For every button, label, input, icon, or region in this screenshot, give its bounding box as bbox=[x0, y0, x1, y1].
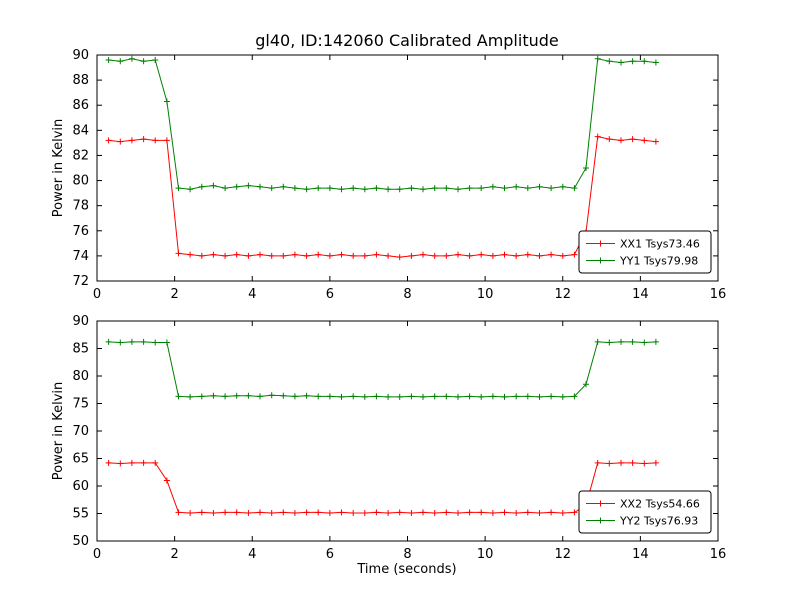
bottom-y-axis-label: Power in Kelvin bbox=[51, 382, 66, 480]
x-axis-label: Time (seconds) bbox=[356, 562, 456, 577]
svg-text:6: 6 bbox=[326, 287, 334, 302]
svg-text:90: 90 bbox=[72, 48, 89, 63]
svg-text:60: 60 bbox=[72, 479, 89, 494]
subplot-bottom: 0 2 4 6 8 10 12 14 16 50 55 60 65 70 75 80 85 90 XX2 Tsys5… bbox=[72, 314, 726, 562]
svg-text:82: 82 bbox=[72, 148, 89, 163]
svg-text:10: 10 bbox=[477, 287, 494, 302]
svg-text:6: 6 bbox=[326, 547, 334, 562]
svg-text:88: 88 bbox=[72, 73, 89, 88]
svg-text:55: 55 bbox=[72, 507, 89, 522]
svg-text:12: 12 bbox=[554, 287, 571, 302]
svg-text:4: 4 bbox=[248, 287, 256, 302]
svg-text:70: 70 bbox=[72, 424, 89, 439]
svg-text:78: 78 bbox=[72, 199, 89, 214]
chart-title: gl40, ID:142060 Calibrated Amplitude bbox=[255, 31, 558, 50]
svg-text:86: 86 bbox=[72, 98, 89, 113]
svg-text:84: 84 bbox=[72, 123, 89, 138]
svg-text:4: 4 bbox=[248, 547, 256, 562]
svg-text:2: 2 bbox=[170, 287, 178, 302]
svg-text:74: 74 bbox=[72, 249, 89, 264]
svg-text:85: 85 bbox=[72, 342, 89, 357]
legend-entry: XX1 Tsys73.46 bbox=[620, 238, 700, 251]
legend: XX1 Tsys73.46 YY1 Tsys79.98 bbox=[578, 230, 712, 274]
legend-entry: YY2 Tsys76.93 bbox=[619, 515, 698, 528]
svg-text:75: 75 bbox=[72, 397, 89, 412]
subplot-top: 0 2 4 6 8 10 12 14 16 72 74 76 78 80 82 84 86 88 90 XX1 Tsy… bbox=[72, 48, 726, 302]
svg-text:8: 8 bbox=[403, 547, 411, 562]
svg-text:90: 90 bbox=[72, 314, 89, 329]
svg-text:8: 8 bbox=[403, 287, 411, 302]
legend: XX2 Tsys54.66 YY2 Tsys76.93 bbox=[578, 490, 712, 534]
svg-text:16: 16 bbox=[710, 287, 727, 302]
svg-text:72: 72 bbox=[72, 274, 89, 289]
svg-text:80: 80 bbox=[72, 369, 89, 384]
legend-entry: XX2 Tsys54.66 bbox=[620, 498, 700, 511]
svg-text:10: 10 bbox=[477, 547, 494, 562]
svg-text:0: 0 bbox=[93, 287, 101, 302]
svg-text:16: 16 bbox=[710, 547, 727, 562]
svg-text:14: 14 bbox=[632, 547, 649, 562]
svg-text:0: 0 bbox=[93, 547, 101, 562]
svg-text:65: 65 bbox=[72, 452, 89, 467]
svg-text:76: 76 bbox=[72, 224, 89, 239]
svg-text:12: 12 bbox=[554, 547, 571, 562]
top-y-axis-label: Power in Kelvin bbox=[51, 119, 66, 217]
svg-text:80: 80 bbox=[72, 174, 89, 189]
svg-text:50: 50 bbox=[72, 534, 89, 549]
legend-entry: YY1 Tsys79.98 bbox=[619, 255, 698, 268]
svg-text:14: 14 bbox=[632, 287, 649, 302]
svg-text:2: 2 bbox=[170, 547, 178, 562]
